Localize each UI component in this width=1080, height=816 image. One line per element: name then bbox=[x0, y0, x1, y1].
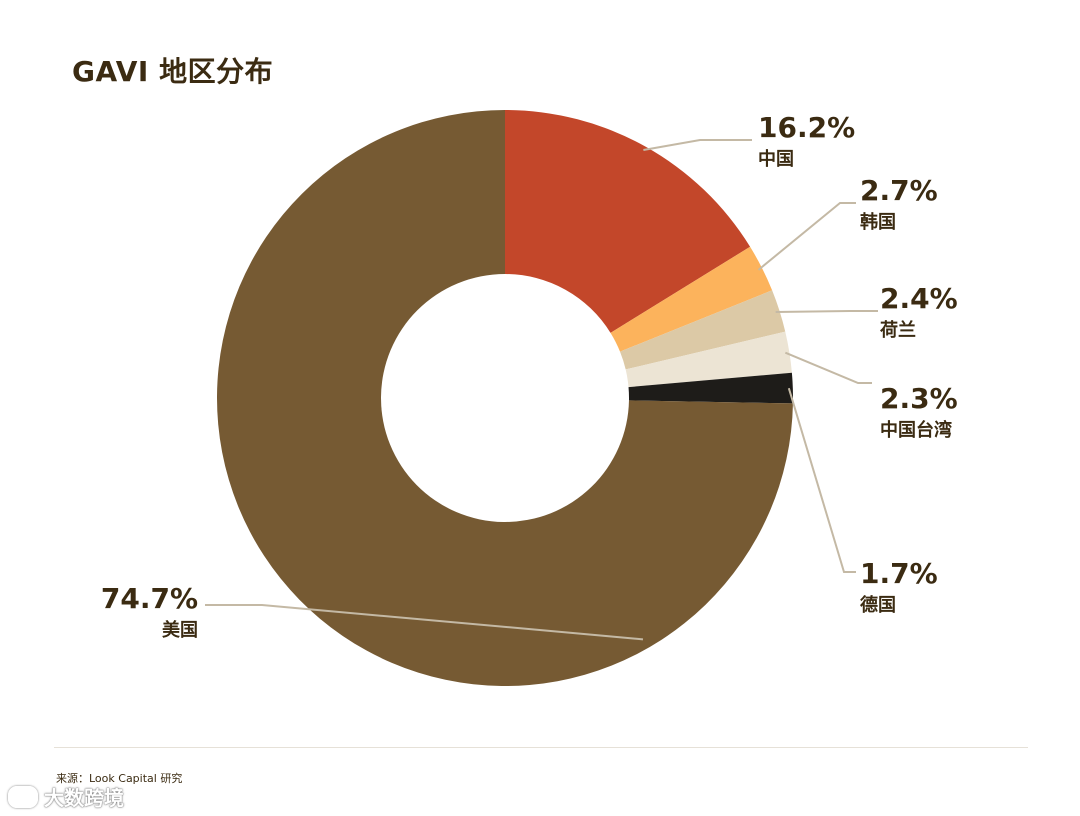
slice-5 bbox=[628, 372, 794, 404]
slice-2 bbox=[610, 246, 773, 352]
footer-divider bbox=[54, 747, 1028, 748]
slice-1 bbox=[505, 110, 751, 333]
slice-category-label: 荷兰 bbox=[880, 319, 916, 341]
leader-line-5 bbox=[787, 387, 856, 573]
chart-title: GAVI 地区分布 bbox=[72, 55, 274, 88]
slice-value-label: 74.7% bbox=[101, 582, 198, 615]
slice-value-label: 16.2% bbox=[758, 111, 855, 144]
slice-value-label: 2.7% bbox=[860, 174, 938, 207]
slice-value-label: 2.4% bbox=[880, 282, 958, 315]
slice-4 bbox=[625, 331, 792, 388]
leader-line-2 bbox=[757, 202, 856, 271]
slice-value-label: 1.7% bbox=[860, 557, 938, 590]
slice-6 bbox=[217, 110, 793, 686]
slice-category-label: 美国 bbox=[162, 619, 198, 641]
leader-lines bbox=[205, 139, 878, 641]
leader-line-3 bbox=[775, 310, 878, 313]
slice-category-label: 德国 bbox=[860, 594, 896, 616]
slice-category-label: 中国 bbox=[758, 148, 794, 170]
leader-line-6 bbox=[205, 604, 644, 641]
leader-line-4 bbox=[784, 351, 872, 384]
chat-bubble-icon bbox=[8, 785, 38, 808]
donut-slices bbox=[217, 110, 794, 686]
watermark-logo: 大数跨境 bbox=[8, 782, 124, 811]
leader-line-1 bbox=[643, 139, 752, 151]
watermark-text: 大数跨境 bbox=[44, 786, 124, 810]
slice-labels: 16.2% 中国 2.7% 韩国 2.4% 荷兰 2.3% 中国台湾 1.7% 德国 74.7% 美国 bbox=[101, 111, 958, 641]
source-note: 来源：Look Capital 研究 bbox=[56, 772, 183, 785]
donut-chart: 16.2% 中国 2.7% 韩国 2.4% 荷兰 2.3% 中国台湾 1.7% 德国 74.7% 美国 bbox=[101, 110, 958, 686]
slice-category-label: 韩国 bbox=[860, 211, 896, 233]
slice-value-label: 2.3% bbox=[880, 382, 958, 415]
slice-3 bbox=[620, 290, 786, 370]
slice-category-label: 中国台湾 bbox=[880, 419, 952, 441]
